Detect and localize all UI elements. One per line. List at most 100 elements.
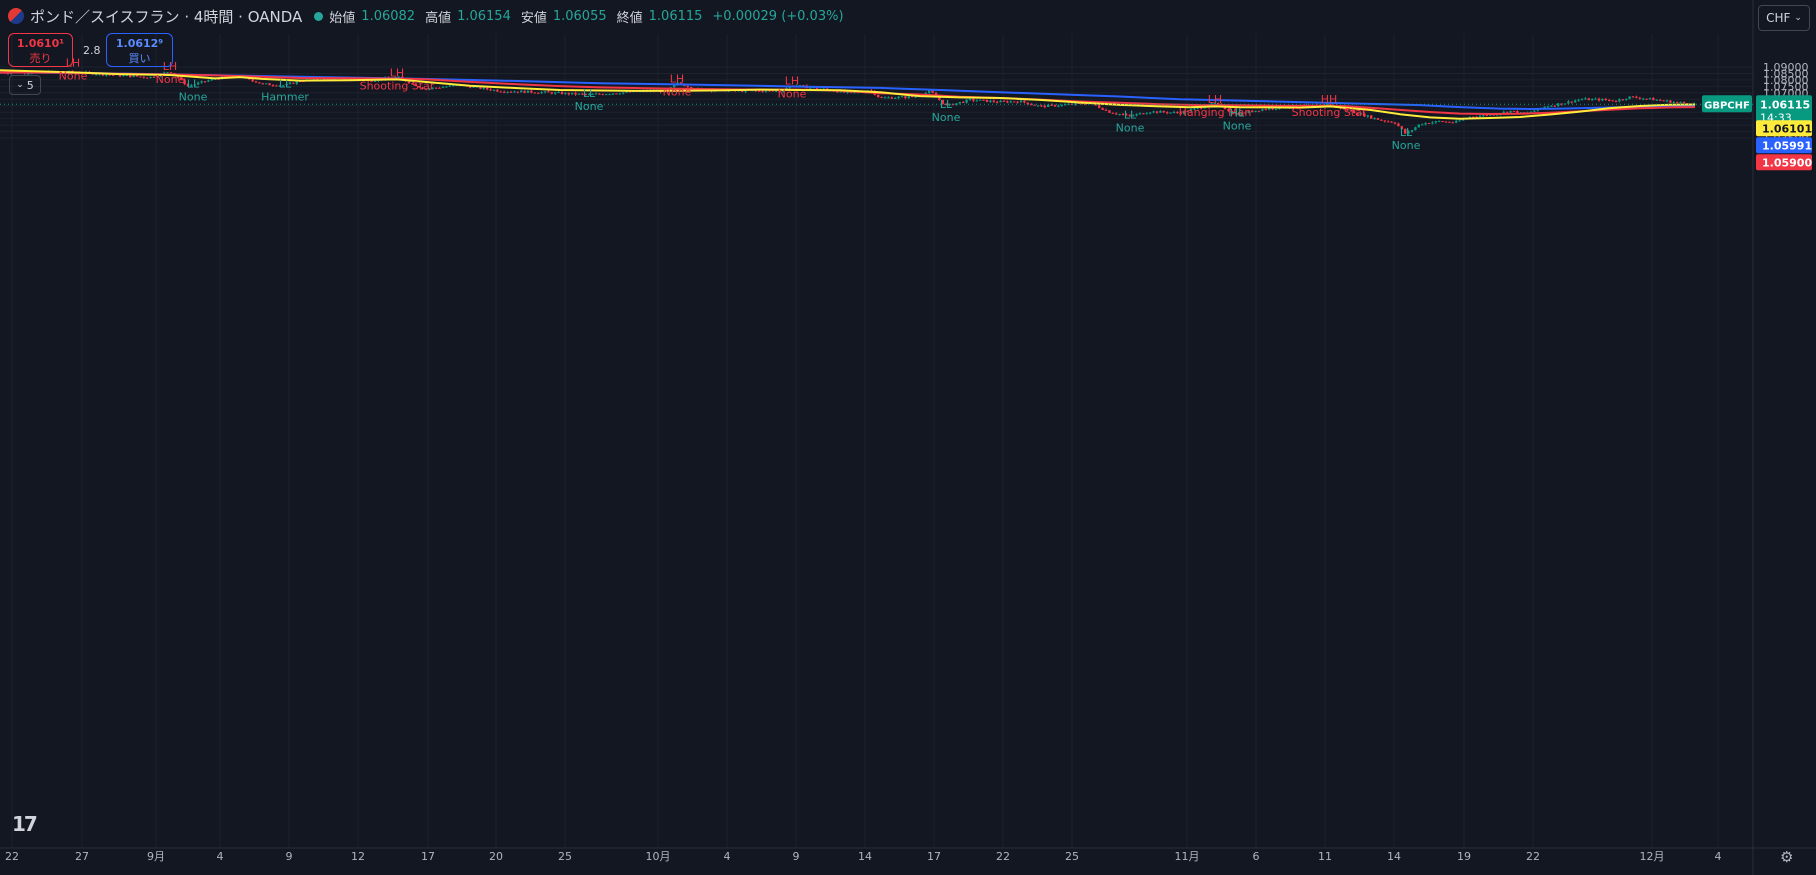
candle-body: [1271, 108, 1274, 110]
candle-body: [904, 96, 907, 98]
candle-body: [802, 85, 805, 87]
buy-button[interactable]: 1.0612⁹ 買い: [106, 33, 173, 67]
candle-body: [931, 90, 934, 93]
candle-body: [197, 82, 200, 85]
candle-body: [822, 88, 825, 90]
candle-body: [768, 90, 771, 92]
candle-body: [1655, 99, 1658, 101]
candle-body: [1230, 110, 1233, 113]
candle-body: [1077, 103, 1080, 105]
candle-body: [1145, 113, 1148, 115]
candle-body: [1098, 105, 1101, 108]
candle-body: [962, 101, 965, 103]
price-tick-label: 1.08500: [1763, 67, 1809, 80]
candle-body: [1421, 124, 1424, 126]
time-tick-label: 4: [217, 850, 224, 863]
pattern-label-name: None: [663, 86, 692, 99]
candle-body: [853, 92, 856, 94]
candle-body: [564, 92, 567, 95]
candle-body: [897, 96, 900, 99]
candle-body: [278, 85, 281, 87]
candle-body: [1485, 114, 1488, 116]
time-tick-label: 22: [1526, 850, 1540, 863]
candle-body: [166, 72, 169, 74]
ma-price-tag: [1756, 154, 1812, 171]
candle-body: [251, 79, 254, 82]
candle-body: [445, 86, 448, 88]
candle-body: [1434, 121, 1437, 123]
candle-body: [985, 99, 989, 102]
time-tick-label: 4: [724, 850, 731, 863]
candle-body: [516, 91, 519, 93]
candle-body: [489, 89, 492, 91]
candle-body: [190, 85, 193, 87]
pattern-label-type: LH: [1208, 93, 1222, 106]
time-tick-label: 11月: [1175, 850, 1200, 863]
candle-body: [1053, 104, 1057, 107]
candle-body: [129, 75, 132, 78]
candle-body: [1431, 122, 1434, 124]
candle-body: [1529, 111, 1533, 113]
candle-body: [877, 94, 880, 98]
symbol-title[interactable]: ポンド／スイスフラン · 4時間 · OANDA: [30, 7, 303, 26]
candle-body: [1268, 108, 1271, 110]
candle-body: [883, 97, 887, 99]
candle-body: [1274, 108, 1278, 110]
candle-body: [1183, 111, 1186, 114]
price-tick-label: 1.08000: [1763, 74, 1809, 87]
candle-body: [1604, 98, 1607, 100]
candle-body: [1128, 114, 1131, 116]
candle-body: [268, 83, 271, 86]
chevron-down-icon: ⌄: [1794, 13, 1802, 23]
candle-body: [1461, 119, 1465, 121]
current-price-label: 1.06115: [1760, 98, 1810, 111]
candle-body: [1611, 100, 1614, 102]
candle-body: [615, 93, 618, 95]
candle-body: [948, 103, 951, 106]
candle-body: [598, 93, 601, 95]
candle-body: [775, 90, 778, 92]
candle-body: [1414, 127, 1417, 131]
candle-body: [1393, 122, 1397, 124]
sell-button[interactable]: 1.0610¹ 売り: [8, 33, 73, 67]
candle-body: [679, 82, 683, 85]
candle-body: [1084, 103, 1087, 105]
candle-body: [1553, 105, 1556, 107]
pattern-label-name: Shooting Star: [360, 79, 435, 92]
ma-price-label: 1.06101: [1762, 122, 1812, 135]
candle-body: [1608, 99, 1611, 101]
candle-body: [574, 92, 577, 95]
candle-body: [1162, 111, 1165, 113]
candle-body: [1213, 103, 1216, 105]
candle-body: [1346, 108, 1349, 111]
pattern-label-type: LH: [670, 73, 684, 86]
candle-body: [1376, 118, 1380, 120]
time-tick-label: 19: [1457, 850, 1471, 863]
candle-body: [1217, 103, 1220, 105]
time-tick-label: 12月: [1640, 850, 1665, 863]
candle-body: [1502, 111, 1505, 114]
candle-body: [543, 91, 547, 93]
ma-price-tag: [1756, 137, 1812, 154]
candle-body: [605, 94, 608, 96]
current-price-tag: [1756, 95, 1812, 125]
close-value: 1.06115: [648, 8, 703, 24]
candle-body: [146, 77, 149, 79]
candle-body: [1495, 114, 1499, 116]
candle-body: [156, 76, 159, 78]
gear-icon[interactable]: ⚙: [1780, 848, 1794, 866]
candle-body: [1591, 98, 1594, 101]
indicators-toggle[interactable]: ⌄ 5: [9, 75, 41, 95]
candle-body: [771, 90, 774, 92]
candle-body: [1407, 131, 1410, 134]
candle-body: [1672, 102, 1675, 104]
candle-body: [258, 82, 261, 84]
candle-body: [1108, 110, 1111, 113]
candle-body: [1040, 105, 1043, 107]
candle-body: [846, 91, 849, 93]
candle-body: [1329, 103, 1332, 105]
tradingview-logo-icon[interactable]: 17: [12, 812, 38, 836]
indicators-count: 5: [26, 78, 34, 92]
currency-button[interactable]: CHF ⌄: [1758, 5, 1810, 31]
